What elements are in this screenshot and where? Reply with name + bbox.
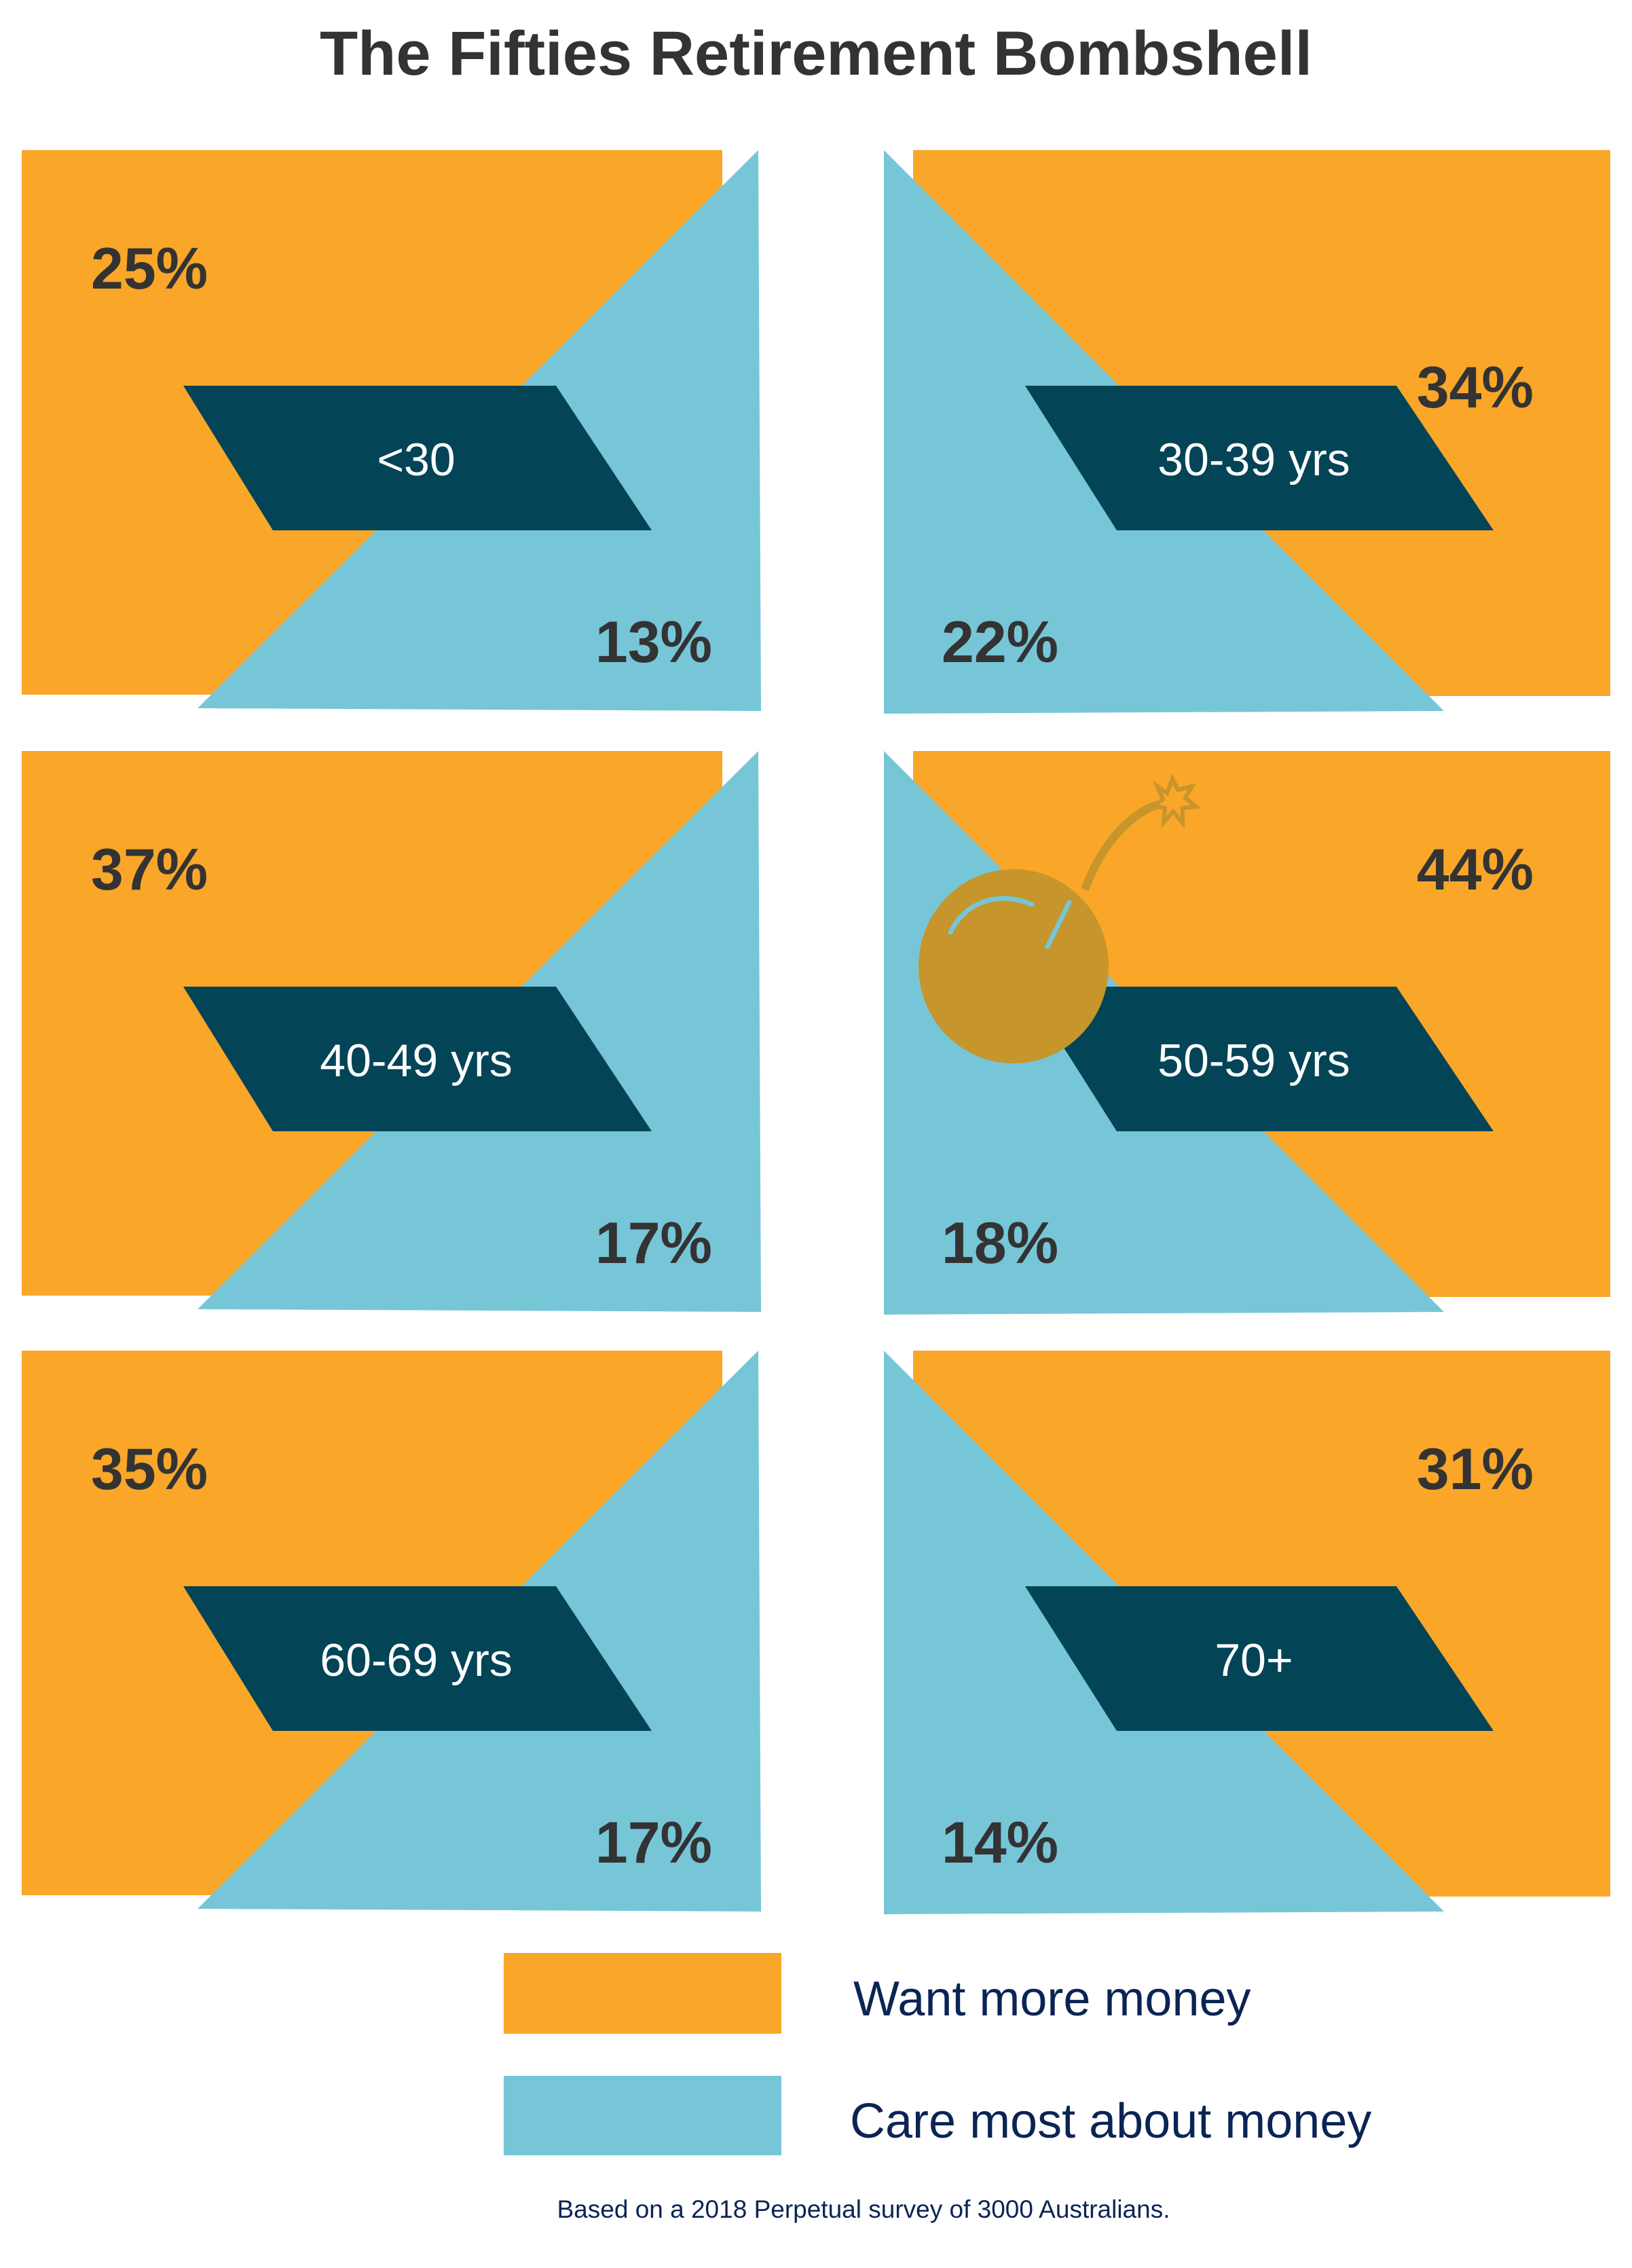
age-label-bg <box>183 987 652 1131</box>
care-value-label: 22% <box>942 610 1058 675</box>
legend: Want more money Care most about money <box>504 1953 1371 2155</box>
want-value-label: 25% <box>91 236 208 301</box>
age-label: 40-49 yrs <box>320 1035 512 1086</box>
age-label-bg <box>1025 1586 1494 1731</box>
panel-0: <30 25% 13% <box>22 150 761 711</box>
care-value-label: 13% <box>595 610 712 675</box>
age-label-bg <box>1025 987 1494 1131</box>
legend-swatch-want <box>504 1953 781 2034</box>
footnote: Based on a 2018 Perpetual survey of 3000… <box>557 2195 1170 2223</box>
age-label: 50-59 yrs <box>1157 1035 1350 1086</box>
age-label: <30 <box>377 434 455 486</box>
care-value-label: 17% <box>595 1810 712 1876</box>
panel-4: 60-69 yrs 35% 17% <box>22 1351 761 1912</box>
legend-swatch-care <box>504 2076 781 2155</box>
bomb-icon <box>919 773 1202 1063</box>
age-label: 30-39 yrs <box>1157 434 1350 486</box>
want-value-label: 37% <box>91 837 208 902</box>
care-value-label: 18% <box>942 1211 1058 1276</box>
panel-5: 70+ 31% 14% <box>884 1351 1610 1914</box>
age-label-bg <box>1025 386 1494 530</box>
want-value-label: 35% <box>91 1437 208 1502</box>
want-value-label: 44% <box>1417 837 1534 902</box>
age-label: 70+ <box>1214 1634 1293 1686</box>
want-value-label: 31% <box>1417 1437 1534 1502</box>
panel-2: 40-49 yrs 37% 17% <box>22 751 761 1312</box>
want-value-label: 34% <box>1417 355 1534 420</box>
panel-3: 50-59 yrs 44% 18% <box>884 751 1610 1315</box>
age-label-bg <box>183 386 652 530</box>
legend-label-care: Care most about money <box>850 2094 1371 2148</box>
panel-1: 30-39 yrs 34% 22% <box>884 150 1610 714</box>
care-value-label: 14% <box>942 1810 1058 1876</box>
age-label-bg <box>183 1586 652 1731</box>
panels: <30 25% 13% 30-39 yrs 34% 22% 40-49 yrs 37% 17% 5… <box>22 150 1610 1914</box>
care-value-label: 17% <box>595 1211 712 1276</box>
legend-label-want: Want more money <box>853 1972 1251 2026</box>
chart-title: The Fifties Retirement Bombshell <box>320 19 1312 88</box>
age-label: 60-69 yrs <box>320 1634 512 1686</box>
